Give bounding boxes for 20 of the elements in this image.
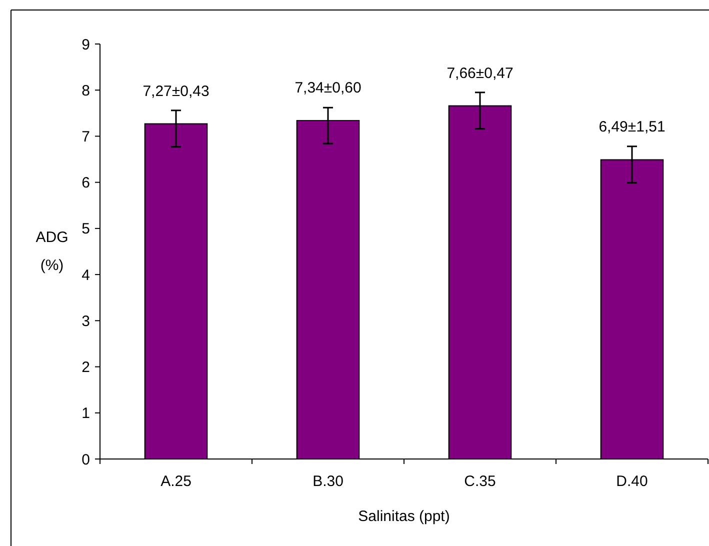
data-label: 6,49±1,51 xyxy=(598,118,666,136)
y-tick-label: 4 xyxy=(82,266,90,284)
y-tick-label: 3 xyxy=(82,312,90,330)
y-tick-label: 1 xyxy=(82,405,90,422)
y-tick-label: 6 xyxy=(82,174,90,192)
y-tick-label: 8 xyxy=(82,82,90,100)
y-tick-label: 7 xyxy=(82,128,90,146)
y-tick-label: 9 xyxy=(82,36,90,54)
x-axis-title: Salinitas (ppt) xyxy=(358,508,450,525)
x-tick-label: A.25 xyxy=(160,473,192,490)
x-tick-label: C.35 xyxy=(464,473,496,490)
y-tick-label: 2 xyxy=(82,359,90,376)
y-axis-title: ADG (%) xyxy=(36,229,68,274)
data-label: 7,27±0,43 xyxy=(142,82,210,100)
data-label: 7,66±0,47 xyxy=(446,64,514,82)
y-tick-label: 0 xyxy=(82,451,90,468)
x-tick-label: B.30 xyxy=(312,473,344,490)
x-tick-label: D.40 xyxy=(616,473,648,490)
y-tick-label: 5 xyxy=(82,220,90,238)
data-label: 7,34±0,60 xyxy=(294,80,362,97)
